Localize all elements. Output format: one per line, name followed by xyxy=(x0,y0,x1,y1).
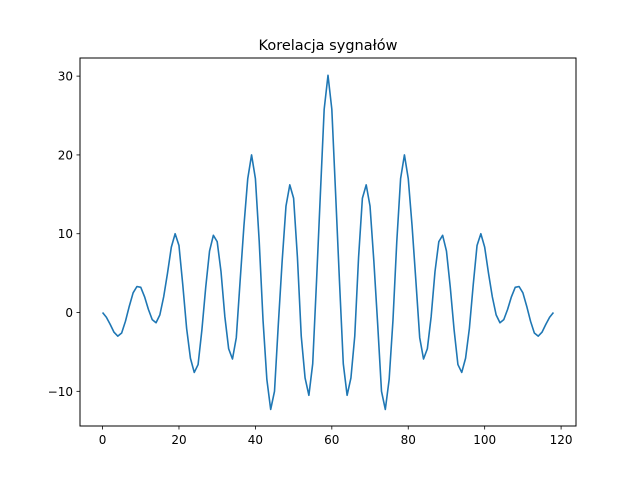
x-tick-label: 20 xyxy=(171,433,186,447)
y-tick-label: 0 xyxy=(65,306,73,320)
x-tick-label: 80 xyxy=(401,433,416,447)
plot-area xyxy=(101,74,555,411)
axis-ticks: 0 20 40 60 80 100 120 −10 0 10 20 30 xyxy=(48,70,573,447)
x-tick-label: 40 xyxy=(248,433,263,447)
chart-title: Korelacja sygnałów xyxy=(259,38,398,54)
series-line-0 xyxy=(101,74,555,411)
y-tick-label: −10 xyxy=(48,385,73,399)
y-tick-label: 10 xyxy=(58,227,73,241)
axes-frame xyxy=(79,57,577,427)
x-tick-label: 100 xyxy=(473,433,496,447)
y-tick-label: 30 xyxy=(58,70,73,84)
y-tick-label: 20 xyxy=(58,148,73,162)
x-tick-label: 0 xyxy=(99,433,107,447)
x-tick-label: 120 xyxy=(550,433,573,447)
x-tick-label: 60 xyxy=(324,433,339,447)
